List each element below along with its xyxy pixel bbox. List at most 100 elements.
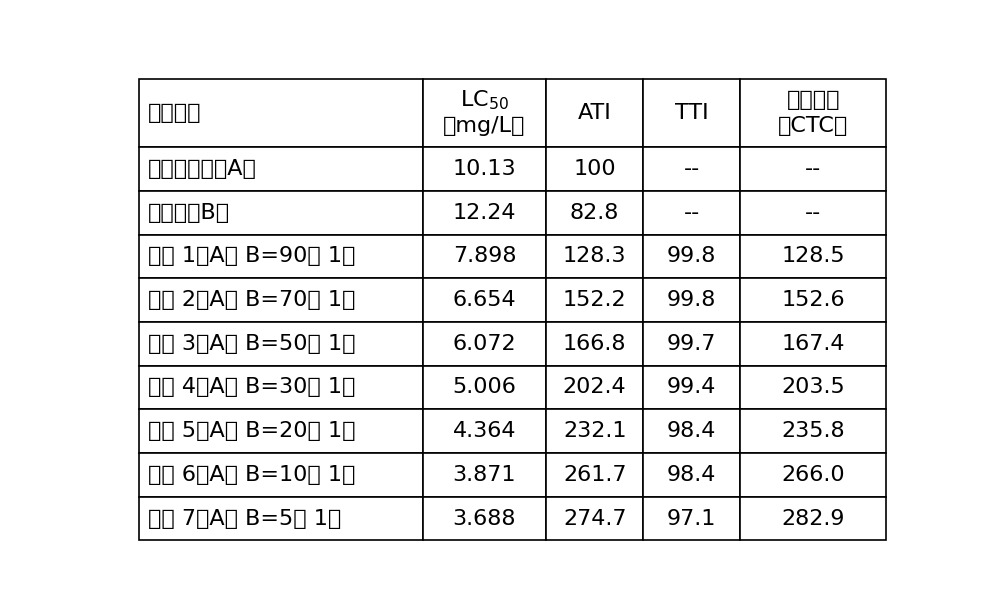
Text: 99.8: 99.8 — [667, 247, 716, 266]
Bar — [546, 191, 643, 234]
Text: 共毒系数: 共毒系数 — [786, 90, 840, 110]
Bar — [139, 234, 423, 278]
Bar — [423, 278, 546, 322]
Bar — [423, 191, 546, 234]
Text: 混剂 3（A： B=50： 1）: 混剂 3（A： B=50： 1） — [148, 334, 356, 354]
Text: LC$_{50}$: LC$_{50}$ — [460, 88, 509, 112]
Bar — [643, 79, 740, 147]
Text: 混剂 4（A： B=30： 1）: 混剂 4（A： B=30： 1） — [148, 378, 356, 397]
Text: 吵唑醒菌酯（A）: 吵唑醒菌酯（A） — [148, 159, 257, 179]
Bar — [546, 409, 643, 453]
Text: 10.13: 10.13 — [453, 159, 516, 179]
Bar — [139, 79, 423, 147]
Bar — [546, 365, 643, 409]
Text: 274.7: 274.7 — [563, 509, 626, 529]
Text: 混剂 5（A： B=20： 1）: 混剂 5（A： B=20： 1） — [148, 421, 356, 441]
Text: 供试药剂: 供试药剂 — [148, 103, 202, 123]
Text: --: -- — [805, 159, 821, 179]
Bar — [139, 322, 423, 365]
Bar — [740, 497, 886, 540]
Text: ATI: ATI — [578, 103, 612, 123]
Bar — [740, 322, 886, 365]
Bar — [139, 409, 423, 453]
Text: TTI: TTI — [675, 103, 709, 123]
Text: 266.0: 266.0 — [781, 465, 845, 485]
Bar — [643, 365, 740, 409]
Text: 混剂 1（A： B=90： 1）: 混剂 1（A： B=90： 1） — [148, 247, 356, 266]
Bar — [643, 409, 740, 453]
Bar — [423, 147, 546, 191]
Text: 128.5: 128.5 — [781, 247, 845, 266]
Bar — [139, 453, 423, 497]
Bar — [643, 497, 740, 540]
Text: 98.4: 98.4 — [667, 421, 716, 441]
Bar — [546, 278, 643, 322]
Text: 7.898: 7.898 — [453, 247, 516, 266]
Text: 82.8: 82.8 — [570, 203, 619, 223]
Text: 97.1: 97.1 — [667, 509, 716, 529]
Bar — [740, 453, 886, 497]
Bar — [546, 453, 643, 497]
Text: 12.24: 12.24 — [453, 203, 516, 223]
Text: （CTC）: （CTC） — [778, 116, 848, 136]
Bar — [546, 322, 643, 365]
Bar — [740, 191, 886, 234]
Text: 5.006: 5.006 — [453, 378, 516, 397]
Text: 混剂 6（A： B=10： 1）: 混剂 6（A： B=10： 1） — [148, 465, 356, 485]
Text: 混剂 7（A： B=5： 1）: 混剂 7（A： B=5： 1） — [148, 509, 342, 529]
Text: 282.9: 282.9 — [781, 509, 845, 529]
Text: 4.364: 4.364 — [453, 421, 516, 441]
Text: 203.5: 203.5 — [781, 378, 845, 397]
Bar — [423, 79, 546, 147]
Text: 128.3: 128.3 — [563, 247, 626, 266]
Bar — [546, 147, 643, 191]
Bar — [139, 365, 423, 409]
Bar — [139, 497, 423, 540]
Bar — [423, 234, 546, 278]
Text: 3.871: 3.871 — [453, 465, 516, 485]
Bar — [643, 322, 740, 365]
Text: 99.4: 99.4 — [667, 378, 716, 397]
Text: --: -- — [684, 159, 700, 179]
Bar — [423, 322, 546, 365]
Bar — [423, 409, 546, 453]
Bar — [643, 191, 740, 234]
Text: 3.688: 3.688 — [453, 509, 516, 529]
Bar — [643, 278, 740, 322]
Bar — [740, 234, 886, 278]
Text: 152.6: 152.6 — [781, 290, 845, 310]
Text: 99.8: 99.8 — [667, 290, 716, 310]
Text: --: -- — [805, 203, 821, 223]
Bar — [139, 278, 423, 322]
Bar — [740, 147, 886, 191]
Bar — [423, 453, 546, 497]
Bar — [546, 497, 643, 540]
Bar — [643, 147, 740, 191]
Bar — [139, 191, 423, 234]
Text: 152.2: 152.2 — [563, 290, 626, 310]
Bar — [423, 497, 546, 540]
Bar — [740, 278, 886, 322]
Bar — [740, 409, 886, 453]
Text: --: -- — [684, 203, 700, 223]
Text: 167.4: 167.4 — [781, 334, 845, 354]
Bar — [740, 79, 886, 147]
Bar — [740, 365, 886, 409]
Text: 232.1: 232.1 — [563, 421, 626, 441]
Text: 98.4: 98.4 — [667, 465, 716, 485]
Text: 99.7: 99.7 — [667, 334, 716, 354]
Bar — [643, 453, 740, 497]
Bar — [139, 147, 423, 191]
Text: 261.7: 261.7 — [563, 465, 626, 485]
Bar — [423, 365, 546, 409]
Text: （mg/L）: （mg/L） — [443, 116, 526, 136]
Bar — [643, 234, 740, 278]
Text: 6.654: 6.654 — [453, 290, 516, 310]
Bar — [546, 79, 643, 147]
Text: 小趗碱（B）: 小趗碱（B） — [148, 203, 230, 223]
Text: 100: 100 — [573, 159, 616, 179]
Text: 混剂 2（A： B=70： 1）: 混剂 2（A： B=70： 1） — [148, 290, 356, 310]
Text: 6.072: 6.072 — [453, 334, 516, 354]
Text: 202.4: 202.4 — [563, 378, 626, 397]
Text: 166.8: 166.8 — [563, 334, 626, 354]
